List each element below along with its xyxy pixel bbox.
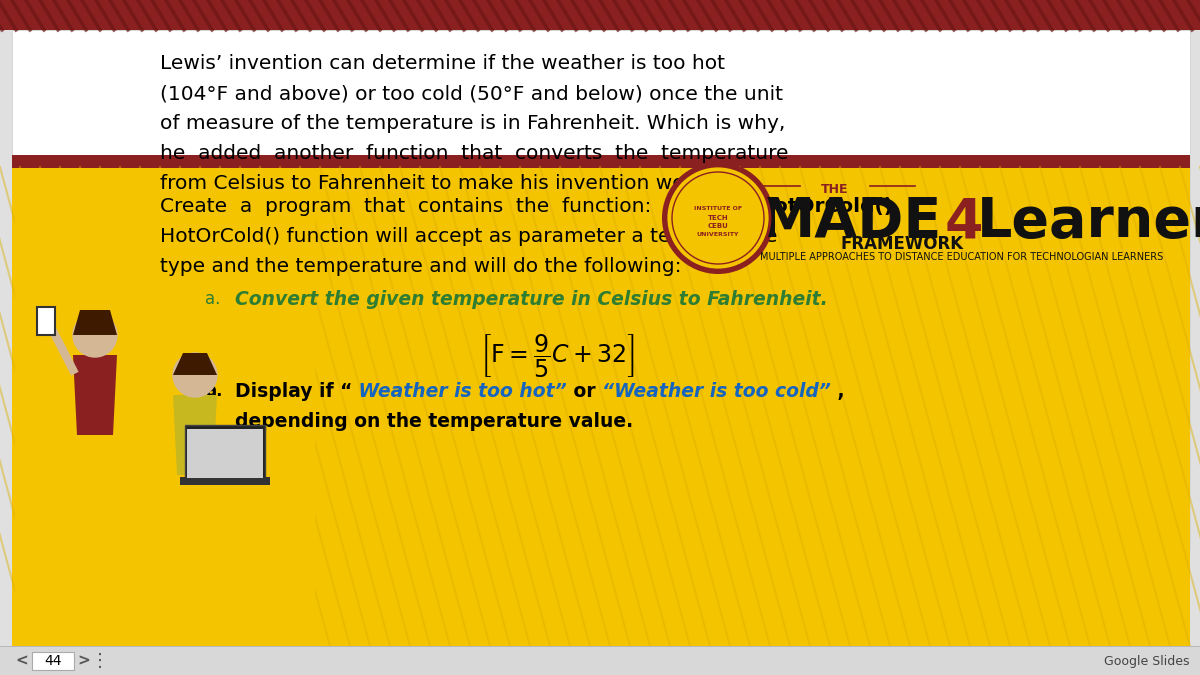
- Text: or: or: [568, 382, 602, 401]
- Text: (104°F and above) or too cold (50°F and below) once the unit: (104°F and above) or too cold (50°F and …: [160, 84, 784, 103]
- Text: THE: THE: [821, 183, 848, 196]
- Text: TECH: TECH: [708, 215, 728, 221]
- Text: of measure of the temperature is in Fahrenheit. Which is why,: of measure of the temperature is in Fahr…: [160, 114, 785, 133]
- Text: CEBU: CEBU: [708, 223, 728, 229]
- Bar: [0, 0, 1200, 30]
- Text: UNIVERSITY: UNIVERSITY: [697, 232, 739, 236]
- Text: he  added  another  function  that  converts  the  temperature: he added another function that converts …: [160, 144, 788, 163]
- Polygon shape: [173, 353, 217, 375]
- Bar: [180, 477, 270, 485]
- Bar: [12, 30, 1190, 550]
- Bar: [0, 646, 1200, 675]
- Text: MADE: MADE: [760, 195, 942, 249]
- Text: from Celsius to Fahrenheit to make his invention work.: from Celsius to Fahrenheit to make his i…: [160, 174, 712, 193]
- Text: ,: ,: [832, 382, 845, 401]
- Bar: [187, 429, 263, 478]
- Text: “Weather is too cold”: “Weather is too cold”: [602, 382, 832, 401]
- Text: type and the temperature and will do the following:: type and the temperature and will do the…: [160, 257, 682, 276]
- Text: depending on the temperature value.: depending on the temperature value.: [235, 412, 634, 431]
- Text: HotOrCold() function will accept as parameter a temperature: HotOrCold() function will accept as para…: [160, 227, 778, 246]
- Text: FRAMEWORK: FRAMEWORK: [840, 235, 964, 253]
- Text: a.: a.: [205, 382, 222, 400]
- Polygon shape: [73, 310, 118, 335]
- Text: >: >: [78, 653, 90, 668]
- Bar: [14, 168, 314, 646]
- Bar: [32, 652, 74, 670]
- Text: Google Slides: Google Slides: [1104, 655, 1190, 668]
- Text: Convert the given temperature in Celsius to Fahrenheit.: Convert the given temperature in Celsius…: [235, 290, 828, 309]
- Circle shape: [666, 166, 770, 270]
- Text: 4: 4: [946, 195, 984, 249]
- Text: MULTIPLE APPROACHES TO DISTANCE EDUCATION FOR TECHNOLOGIAN LEARNERS: MULTIPLE APPROACHES TO DISTANCE EDUCATIO…: [760, 252, 1163, 262]
- Bar: [12, 168, 1190, 646]
- Text: Learners: Learners: [977, 195, 1200, 249]
- Text: INSTITUTE OF: INSTITUTE OF: [694, 205, 742, 211]
- Polygon shape: [73, 355, 118, 435]
- Text: 44: 44: [44, 654, 61, 668]
- Circle shape: [173, 353, 217, 397]
- Circle shape: [73, 313, 118, 357]
- Bar: [37, 307, 55, 335]
- Text: <: <: [16, 653, 29, 668]
- Text: a.: a.: [205, 290, 221, 308]
- Text: HotOrCold().: HotOrCold().: [757, 197, 900, 216]
- Text: Display if “: Display if “: [235, 382, 353, 401]
- Text: Create  a  program  that  contains  the  function:: Create a program that contains the funct…: [160, 197, 658, 216]
- Text: $\left[\mathrm{F} = \dfrac{9}{5}C + 32\right]$: $\left[\mathrm{F} = \dfrac{9}{5}C + 32\r…: [480, 333, 635, 381]
- Text: Weather is too hot”: Weather is too hot”: [353, 382, 568, 401]
- Bar: [185, 425, 265, 480]
- Circle shape: [662, 162, 774, 274]
- Bar: [12, 155, 1190, 168]
- Polygon shape: [173, 395, 217, 475]
- Text: Lewis’ invention can determine if the weather is too hot: Lewis’ invention can determine if the we…: [160, 54, 725, 73]
- Text: ⋮: ⋮: [91, 652, 109, 670]
